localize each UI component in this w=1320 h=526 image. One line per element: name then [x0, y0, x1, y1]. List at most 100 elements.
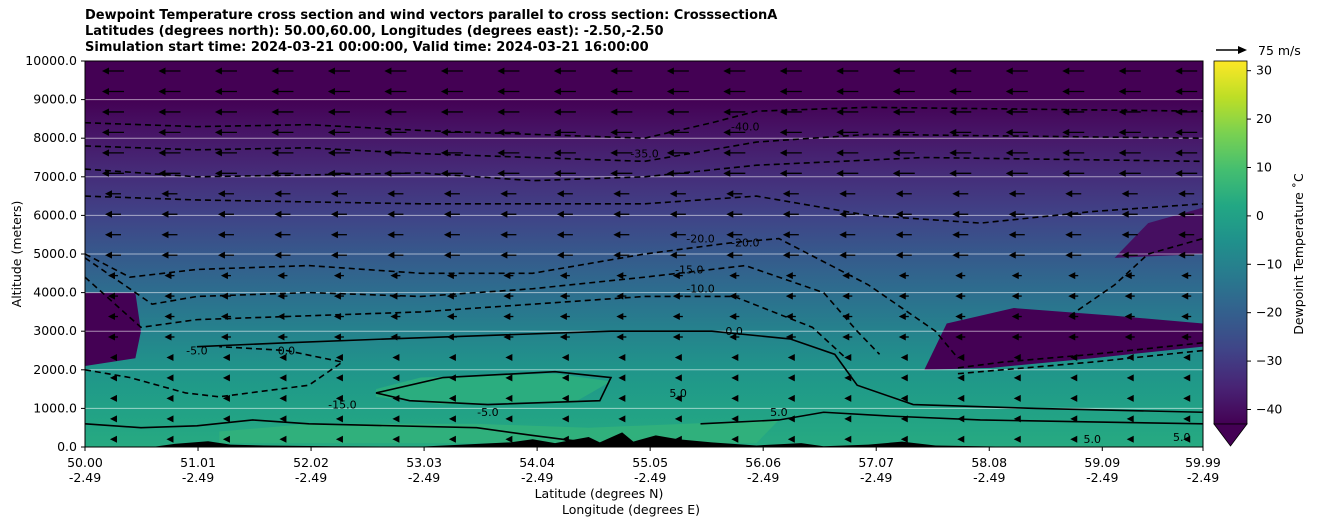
wind-vector-head [448, 415, 456, 423]
wind-vector-head [104, 231, 112, 239]
contour-minus-15 [85, 257, 881, 355]
wind-vector-head [392, 394, 400, 402]
wind-key-label: 75 m/s [1258, 43, 1301, 58]
contour-label: -5.0 [186, 344, 207, 357]
wind-vector-head [392, 374, 400, 382]
wind-vector-head [1126, 415, 1134, 423]
wind-vector-head [666, 149, 674, 157]
contour-zero-lower [85, 419, 578, 443]
wind-vector-head [1011, 272, 1019, 280]
wind-vector-head [443, 251, 451, 259]
wind-vector-head [387, 190, 395, 198]
wind-vector-head [271, 67, 279, 75]
wind-vector-head [898, 313, 906, 321]
wind-vector-head [327, 108, 335, 116]
wind-vector-head [836, 128, 844, 136]
wind-vector-head [729, 272, 737, 280]
wind-vector-head [729, 313, 737, 321]
wind-vector-head [723, 128, 731, 136]
wind-vector-head [1005, 149, 1013, 157]
colorbar-ticks: −40 −30 −20 −10 0 10 20 30 [1247, 63, 1282, 416]
wind-vector-head [497, 149, 505, 157]
wind-vector-head [556, 251, 564, 259]
wind-vector-head [839, 210, 847, 218]
contour-label: -5.0 [477, 406, 498, 419]
wind-vector-head [1070, 353, 1078, 361]
chart-title-line-3: Simulation start time: 2024-03-21 00:00:… [85, 40, 649, 55]
wind-vector-head [214, 87, 222, 95]
wind-vector-head [955, 313, 963, 321]
wind-vector-head [613, 251, 621, 259]
wind-vector-head [214, 108, 222, 116]
wind-vector-head [723, 87, 731, 95]
wind-vector-head [839, 251, 847, 259]
wind-vector-head [330, 231, 338, 239]
wind-vector-head [957, 394, 965, 402]
wind-vector-head [271, 169, 279, 177]
wind-vector-head [333, 313, 341, 321]
wind-vector-head [107, 292, 115, 300]
wind-vector-head [616, 292, 624, 300]
wind-vector-head [497, 128, 505, 136]
colorbar-tick-label: 10 [1256, 159, 1272, 174]
wind-vector-head [666, 67, 674, 75]
wind-vector-head [384, 149, 392, 157]
wind-vector-head [559, 272, 567, 280]
wind-vector-head [277, 292, 285, 300]
wind-vector-head [390, 313, 398, 321]
wind-vector-head [842, 272, 850, 280]
contour-minus-40 [85, 106, 1203, 140]
wind-vector-head [1178, 210, 1186, 218]
wind-vector-head [785, 333, 793, 341]
wind-vector-head [949, 128, 957, 136]
y-tick-label: 7000.0 [33, 169, 77, 184]
wind-vector-head [497, 169, 505, 177]
contour-zero [196, 330, 1203, 414]
wind-vector-head [1005, 87, 1013, 95]
wind-vector-head [220, 272, 228, 280]
wind-vector-head [392, 435, 400, 443]
wind-vector-head [839, 231, 847, 239]
wind-vector-head [618, 374, 626, 382]
wind-vector-head [723, 108, 731, 116]
wind-vector-head [900, 394, 908, 402]
y-tick-label: 1000.0 [33, 400, 77, 415]
wind-vector-head [1013, 394, 1021, 402]
wind-vector-head [731, 353, 739, 361]
wind-vector-head [101, 87, 109, 95]
wind-vector-head [1118, 149, 1126, 157]
wind-vector-head [166, 353, 174, 361]
colorbar-tick-label: −10 [1256, 256, 1282, 271]
wind-vector-head [101, 169, 109, 177]
x-tick-label-lon: -2.49 [860, 470, 892, 485]
wind-vector-head [1183, 374, 1191, 382]
wind-vector-head [957, 353, 965, 361]
wind-vector-head [384, 108, 392, 116]
wind-vector-head [274, 231, 282, 239]
contour-label: -10.0 [686, 283, 714, 296]
wind-vector-head [785, 292, 793, 300]
contour-minus-10 [85, 276, 847, 359]
contour-label: 0.0 [725, 325, 743, 338]
wind-vector-head [333, 272, 341, 280]
wind-vector-head [333, 333, 341, 341]
wind-vector-head [503, 292, 511, 300]
moist-patch-center [375, 373, 611, 405]
wind-vector-head [277, 313, 285, 321]
wind-vector-head [384, 128, 392, 136]
wind-vector-head [1005, 108, 1013, 116]
wind-vector-head [669, 210, 677, 218]
wind-vector-head [616, 272, 624, 280]
x-tick-label-lat: 53.03 [406, 455, 442, 470]
colorbar-tick-label: 20 [1256, 111, 1272, 126]
contour-dry-right-a [957, 341, 1203, 369]
wind-vector-head [785, 313, 793, 321]
x-tick-label-lon: -2.49 [408, 470, 440, 485]
y-tick-label: 6000.0 [33, 207, 77, 222]
wind-vector-head [1070, 394, 1078, 402]
wind-vector-head [892, 108, 900, 116]
x-tick-label-lon: -2.49 [634, 470, 666, 485]
wind-vector-head [895, 210, 903, 218]
wind-vector-head [1126, 394, 1134, 402]
wind-vector-head [1124, 292, 1132, 300]
